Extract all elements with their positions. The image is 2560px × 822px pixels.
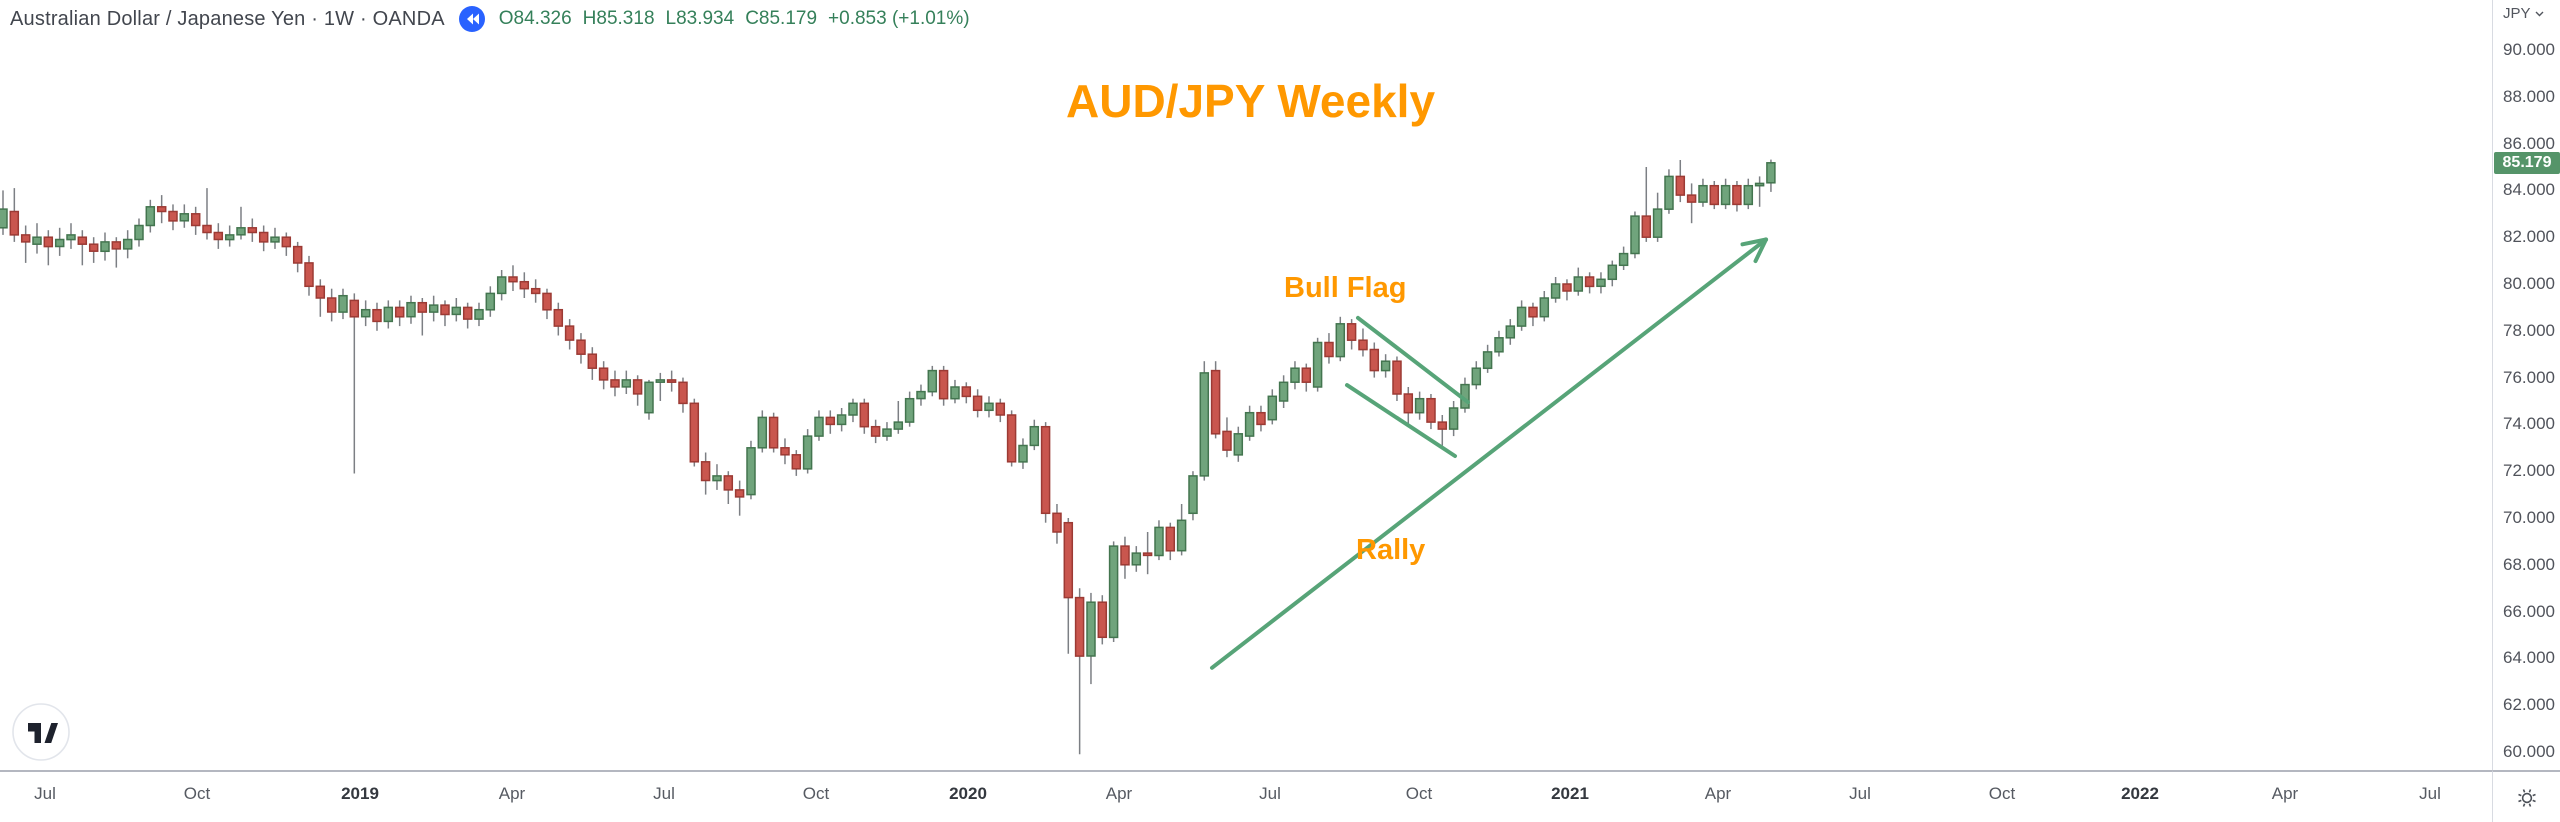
symbol-title[interactable]: Australian Dollar / Japanese Yen · 1W · … [10, 7, 445, 30]
time-tick-month-label: Apr [2271, 784, 2299, 803]
last-price-label: 85.179 [2494, 151, 2560, 174]
price-tick-label: 74.000 [2503, 414, 2555, 434]
ohlc-close: C85.179 [745, 8, 818, 29]
time-tick-year-label: 2020 [949, 784, 987, 803]
time-tick-month-label: Apr [1105, 784, 1133, 803]
time-tick-year-label: 2021 [1551, 784, 1589, 803]
ohlc-high: H85.318 [582, 8, 655, 29]
chevron-down-icon [2535, 11, 2544, 16]
price-tick-label: 90.000 [2503, 40, 2555, 59]
fast-rewind-icon [458, 6, 485, 32]
time-tick-month-label: Apr [1704, 784, 1732, 803]
bull-flag-label[interactable]: Bull Flag [1284, 272, 1407, 304]
ohlc-low: L83.934 [665, 8, 735, 29]
price-tick-label: 66.000 [2503, 601, 2555, 621]
ohlc-values: O84.326 H85.318 L83.934 C85.179 +0.853 (… [499, 8, 970, 30]
time-tick-month-label: Oct [1988, 784, 2016, 803]
time-tick-month-label: Oct [183, 784, 211, 803]
time-tick-month-label: Jul [1259, 784, 1281, 803]
price-tick-label: 72.000 [2503, 461, 2555, 481]
time-tick-month-label: Jul [2419, 784, 2441, 803]
tradingview-logo[interactable] [11, 702, 71, 767]
time-axis[interactable]: Jul Oct 2019 Apr Jul Oct 2020 Apr Jul Oct 2021 Apr J… [0, 770, 2492, 822]
currency-label: JPY [2503, 5, 2531, 22]
price-tick-label: 64.000 [2503, 648, 2555, 668]
price-tick-label: 68.000 [2503, 554, 2555, 574]
gear-icon[interactable] [2516, 787, 2538, 809]
chart-title-annotation[interactable]: AUD/JPY Weekly [1066, 75, 1436, 127]
time-tick-month-label: Apr [498, 784, 526, 803]
price-tick-label: 62.000 [2503, 695, 2555, 715]
time-tick-month-label: Jul [34, 784, 56, 803]
chart-legend: Australian Dollar / Japanese Yen · 1W · … [10, 6, 970, 32]
ohlc-open: O84.326 [498, 8, 572, 29]
price-tick-label: 82.000 [2503, 227, 2555, 247]
price-tick-label: 88.000 [2503, 86, 2555, 106]
time-tick-month-label: Oct [802, 784, 830, 803]
price-tick-label: 84.000 [2503, 180, 2555, 200]
price-tick-label: 70.000 [2503, 508, 2555, 527]
price-tick-label: 86.000 [2503, 133, 2555, 153]
currency-selector[interactable]: JPY [2503, 5, 2544, 22]
price-tick-label: 78.000 [2503, 320, 2555, 340]
time-tick-year-label: 2019 [341, 784, 379, 803]
time-tick-month-label: Jul [1849, 784, 1871, 803]
price-axis[interactable]: JPY 85.179 90.000 88.000 86.000 84.000 82.00… [2492, 0, 2560, 770]
price-tick-label: 76.000 [2503, 367, 2555, 387]
price-tick-label: 60.000 [2503, 742, 2555, 761]
ohlc-change: +0.853 (+1.01%) [828, 8, 970, 29]
price-tick-label: 80.000 [2503, 274, 2555, 293]
axis-settings-corner [2492, 770, 2560, 822]
time-tick-year-label: 2022 [2121, 784, 2159, 803]
time-tick-month-label: Jul [653, 784, 675, 803]
time-tick-month-label: Oct [1405, 784, 1433, 803]
bar-replay-icon[interactable] [458, 6, 485, 32]
rally-label[interactable]: Rally [1356, 534, 1426, 566]
